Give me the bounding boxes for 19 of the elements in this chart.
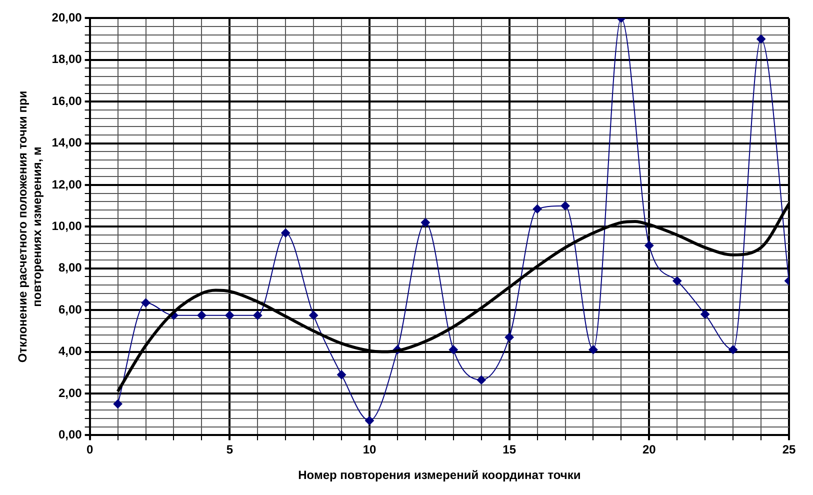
- x-tick-label: 15: [502, 442, 516, 457]
- y-tick-label: 16,00: [52, 94, 82, 108]
- x-axis-title: Номер повторения измерений координат точки: [298, 468, 581, 482]
- y-tick-label: 18,00: [52, 52, 82, 66]
- y-tick-label: 8,00: [58, 260, 82, 275]
- y-tick-label: 10,00: [52, 219, 82, 234]
- x-tick-label: 10: [362, 442, 376, 457]
- x-tick-label: 5: [226, 442, 234, 457]
- y-tick-label: 14,00: [52, 136, 82, 150]
- y-tick-label: 12,00: [52, 177, 82, 192]
- y-tick-label: 6,00: [58, 302, 82, 316]
- y-axis-title: Отклонение расчетного положения точки при повторениях измерения, м: [16, 90, 44, 363]
- y-tick-label: 4,00: [58, 344, 82, 358]
- y-tick-label: 20,00: [52, 10, 82, 25]
- x-tick-label: 0: [86, 442, 94, 457]
- y-tick-label: 0,00: [58, 428, 82, 442]
- x-tick-label: 20: [642, 442, 656, 457]
- x-tick-label: 25: [782, 442, 796, 457]
- y-tick-label: 2,00: [58, 386, 82, 400]
